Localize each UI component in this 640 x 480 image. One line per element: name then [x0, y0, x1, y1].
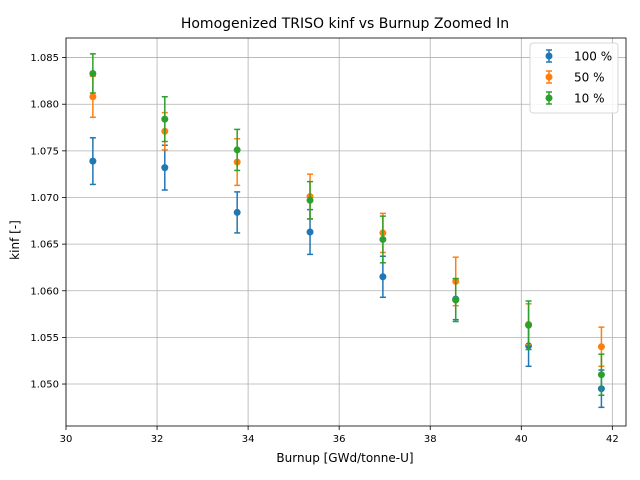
x-tick-label: 38: [424, 434, 437, 445]
data-point: [306, 228, 314, 236]
y-tick-label: 1.080: [30, 100, 59, 111]
data-point: [597, 343, 605, 351]
data-point: [233, 208, 241, 216]
data-point: [89, 93, 97, 101]
legend: 100 % 50 % 10 %: [529, 42, 619, 114]
data-point: [161, 164, 169, 172]
y-tick-label: 1.050: [30, 380, 59, 391]
x-tick-label: 30: [60, 434, 73, 445]
data-point: [306, 196, 314, 204]
x-tick-label: 40: [515, 434, 528, 445]
plot-frame: [65, 37, 627, 427]
legend-marker: [545, 52, 553, 60]
data-point: [233, 146, 241, 154]
chart-title: Homogenized TRISO kinf vs Burnup Zoomed …: [181, 16, 509, 32]
y-tick-label: 1.060: [30, 286, 59, 297]
data-point: [89, 157, 97, 165]
x-tick-label: 34: [242, 434, 255, 445]
y-tick-label: 1.075: [30, 146, 59, 157]
x-tick-label: 36: [333, 434, 346, 445]
data-point: [525, 321, 533, 329]
x-axis-label: Burnup [GWd/tonne-U]: [276, 451, 413, 465]
x-tick-label: 42: [606, 434, 619, 445]
legend-label: 100 %: [574, 50, 612, 64]
y-tick-label: 1.070: [30, 193, 59, 204]
data-point: [452, 296, 460, 304]
data-point: [379, 273, 387, 281]
legend-box: [529, 42, 619, 114]
ticks: 30 32 34 36 38 40 42 1.050 1.055 1.060 1.065 1.070 1…: [30, 53, 618, 445]
y-tick-label: 1.085: [30, 53, 59, 64]
y-tick-label: 1.055: [30, 333, 59, 344]
data-point: [597, 371, 605, 379]
data-point: [379, 235, 387, 243]
legend-marker: [545, 94, 553, 102]
y-axis-label: kinf [-]: [8, 220, 22, 260]
y-tick-label: 1.065: [30, 240, 59, 251]
data-marks: [89, 53, 605, 409]
data-point: [89, 69, 97, 77]
legend-label: 50 %: [574, 71, 605, 85]
x-tick-label: 32: [151, 434, 164, 445]
legend-marker: [545, 73, 553, 81]
legend-label: 10 %: [574, 92, 605, 106]
data-point: [161, 115, 169, 123]
